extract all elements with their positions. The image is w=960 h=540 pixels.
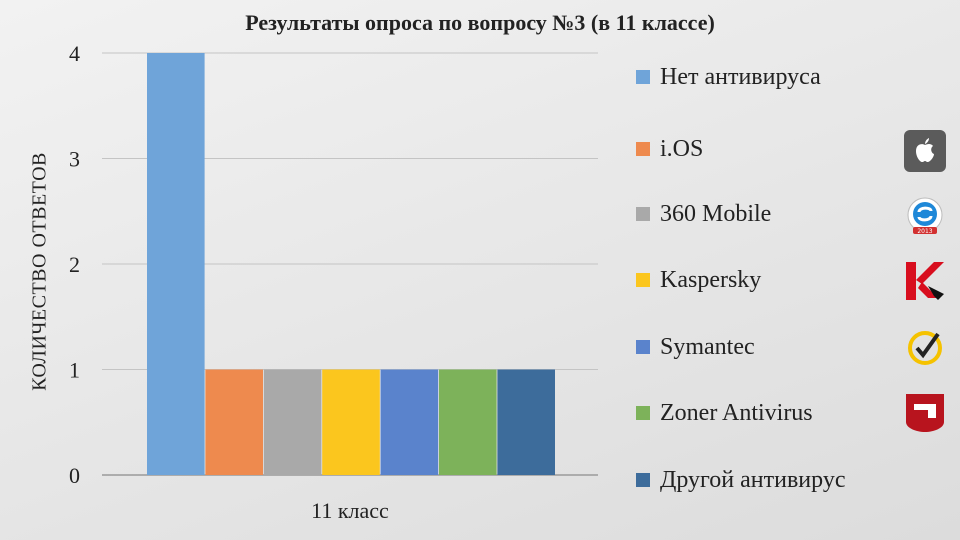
- legend-label: 360 Mobile: [660, 200, 772, 227]
- norton-logo-icon: [908, 331, 942, 365]
- y-tick-label: 1: [69, 358, 80, 383]
- legend-label: Другой антивирус: [660, 466, 846, 493]
- legend-item: Symantec: [636, 332, 755, 362]
- kaspersky-logo-icon: [906, 262, 944, 300]
- chart-title: Результаты опроса по вопросу №3 (в 11 кл…: [245, 10, 715, 35]
- legend-label: Zoner Antivirus: [660, 399, 813, 426]
- zoner-logo-icon: [906, 394, 944, 432]
- legend-swatch: [636, 406, 650, 420]
- bar-2: [205, 369, 263, 475]
- legend-item: Нет антивируса: [636, 62, 821, 92]
- legend-label: Нет антивируса: [660, 63, 821, 90]
- legend-item: Kaspersky: [636, 265, 761, 295]
- y-tick-label: 4: [69, 41, 80, 66]
- y-axis-label: КОЛИЧЕСТВО ОТВЕТОВ: [28, 152, 51, 391]
- legend-swatch: [636, 273, 650, 287]
- bar-3: [263, 369, 322, 475]
- legend-swatch: [636, 473, 650, 487]
- legend-swatch: [636, 70, 650, 84]
- legend-label: Kaspersky: [660, 266, 762, 293]
- legend-label: i.OS: [660, 135, 704, 162]
- bar-5: [380, 369, 439, 475]
- legend-item: Zoner Antivirus: [636, 398, 813, 428]
- legend-item: 360 Mobile: [636, 199, 771, 229]
- legend-item: Другой антивирус: [636, 465, 845, 495]
- y-tick-label: 0: [69, 463, 80, 488]
- chart-bars: [147, 53, 555, 475]
- legend-swatch: [636, 340, 650, 354]
- svg-text:2013: 2013: [917, 228, 932, 235]
- bar-4: [322, 369, 380, 475]
- x-axis-category-label: 11 класс: [311, 498, 389, 523]
- bar-1: [147, 53, 205, 475]
- y-axis-ticks: 0 1 2 3 4: [69, 41, 80, 488]
- y-tick-label: 2: [69, 252, 80, 277]
- legend-swatch: [636, 142, 650, 156]
- bar-6: [439, 369, 497, 475]
- y-tick-label: 3: [69, 147, 80, 172]
- legend-label: Symantec: [660, 333, 755, 360]
- apple-logo-icon: [904, 130, 946, 172]
- legend-item: i.OS: [636, 134, 703, 164]
- 360-mobile-logo-icon: 2013: [907, 197, 943, 235]
- legend-swatch: [636, 207, 650, 221]
- bar-7: [497, 369, 555, 475]
